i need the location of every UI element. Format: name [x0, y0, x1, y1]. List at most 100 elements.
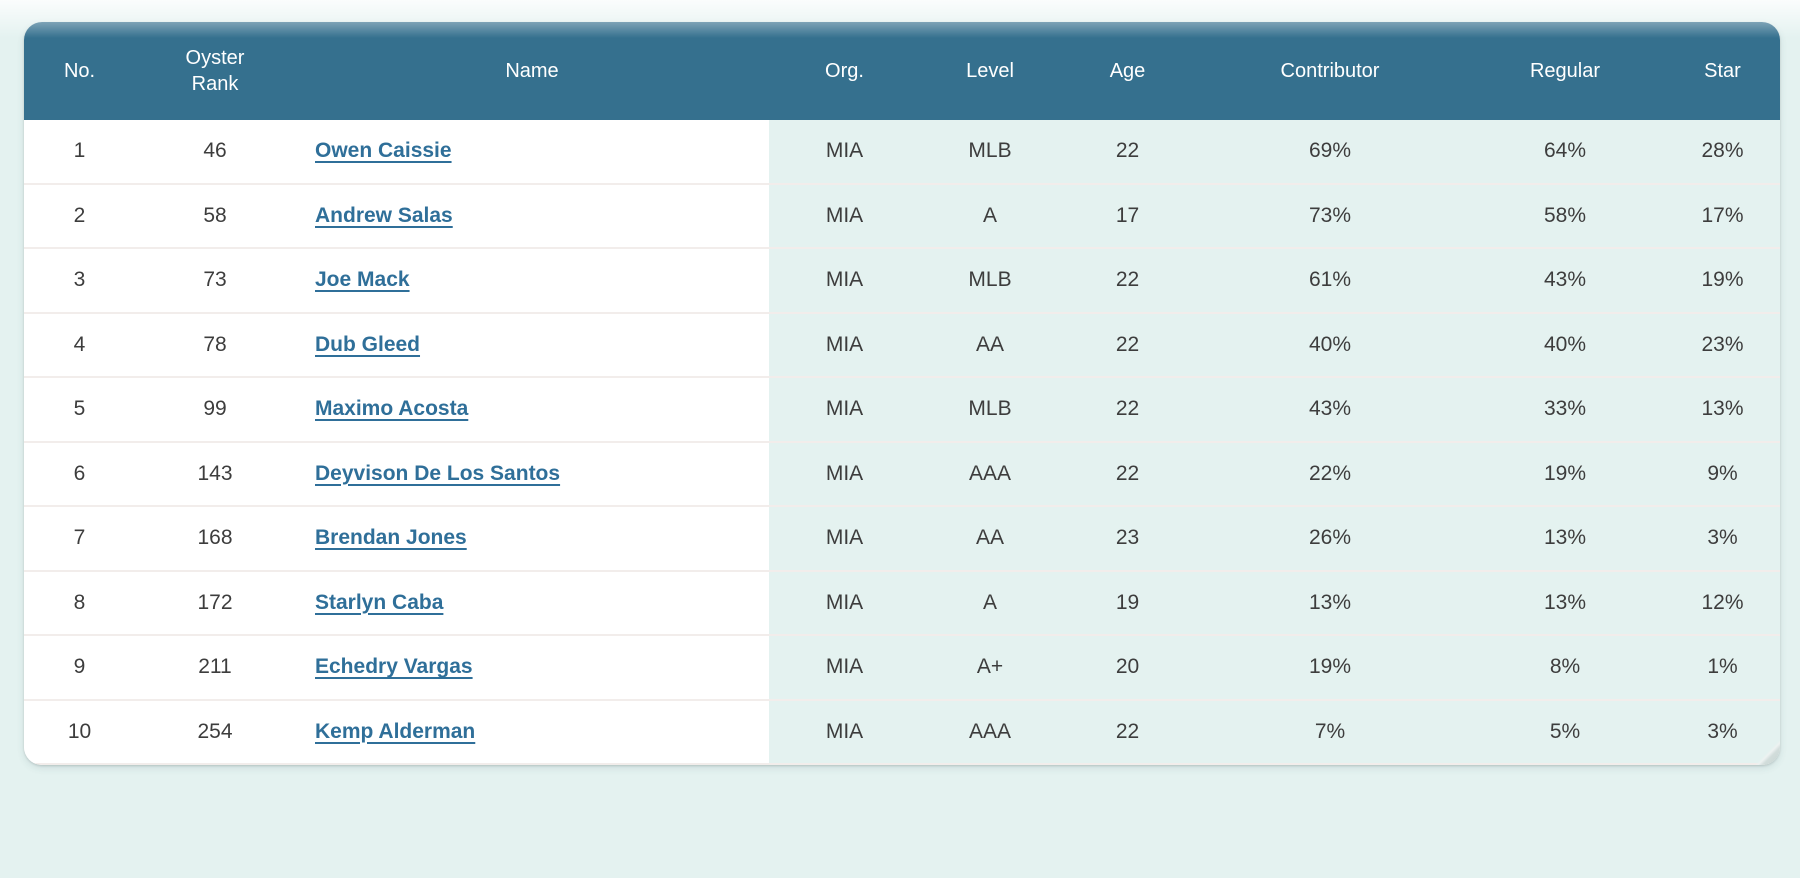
cell-age: 20 — [1060, 634, 1195, 700]
player-link[interactable]: Andrew Salas — [315, 203, 453, 227]
cell-name: Joe Mack — [295, 247, 769, 313]
cell-level: AAA — [920, 440, 1060, 506]
column-header-level: Level — [920, 22, 1060, 120]
column-header-star: Star — [1665, 22, 1780, 120]
resize-grip[interactable] — [1756, 741, 1780, 765]
cell-name: Starlyn Caba — [295, 569, 769, 635]
cell-rank: 172 — [135, 569, 295, 635]
cell-level: MLB — [920, 120, 1060, 184]
cell-name: Dub Gleed — [295, 311, 769, 377]
cell-contributor: 43% — [1195, 376, 1465, 442]
cell-star: 9% — [1665, 440, 1780, 506]
cell-org: MIA — [769, 376, 920, 442]
cell-age: 22 — [1060, 440, 1195, 506]
cell-no: 3 — [24, 247, 135, 313]
cell-name: Maximo Acosta — [295, 376, 769, 442]
player-link[interactable]: Kemp Alderman — [315, 719, 476, 743]
cell-regular: 8% — [1465, 634, 1665, 700]
cell-name: Kemp Alderman — [295, 698, 769, 765]
header-row: No. Oyster Rank Name Org. Level Age Contributo… — [24, 22, 1780, 120]
cell-org: MIA — [769, 311, 920, 377]
cell-regular: 40% — [1465, 311, 1665, 377]
cell-regular: 43% — [1465, 247, 1665, 313]
cell-level: AAA — [920, 698, 1060, 765]
cell-org: MIA — [769, 698, 920, 765]
cell-contributor: 22% — [1195, 440, 1465, 506]
table-row: 6 143 Deyvison De Los Santos MIA AAA 22 22% 19%… — [24, 440, 1780, 506]
cell-regular: 13% — [1465, 569, 1665, 635]
cell-star: 13% — [1665, 376, 1780, 442]
table-header: No. Oyster Rank Name Org. Level Age Contributo… — [24, 22, 1780, 120]
cell-org: MIA — [769, 440, 920, 506]
cell-contributor: 26% — [1195, 505, 1465, 571]
cell-contributor: 61% — [1195, 247, 1465, 313]
player-link[interactable]: Maximo Acosta — [315, 397, 469, 421]
cell-age: 22 — [1060, 247, 1195, 313]
table-row: 1 46 Owen Caissie MIA MLB 22 69% 64% 28% — [24, 120, 1780, 184]
player-link[interactable]: Owen Caissie — [315, 139, 452, 163]
cell-star: 19% — [1665, 247, 1780, 313]
cell-no: 2 — [24, 182, 135, 248]
cell-regular: 64% — [1465, 120, 1665, 184]
cell-star: 28% — [1665, 120, 1780, 184]
cell-rank: 58 — [135, 182, 295, 248]
cell-name: Owen Caissie — [295, 120, 769, 184]
cell-star: 1% — [1665, 634, 1780, 700]
cell-level: A+ — [920, 634, 1060, 700]
cell-no: 9 — [24, 634, 135, 700]
player-link[interactable]: Echedry Vargas — [315, 655, 473, 679]
player-link[interactable]: Joe Mack — [315, 268, 410, 292]
column-header-age: Age — [1060, 22, 1195, 120]
table-row: 4 78 Dub Gleed MIA AA 22 40% 40% 23% — [24, 311, 1780, 377]
player-link[interactable]: Dub Gleed — [315, 332, 421, 356]
cell-level: A — [920, 182, 1060, 248]
prospect-table-card: No. Oyster Rank Name Org. Level Age Contributo… — [24, 22, 1780, 765]
cell-regular: 19% — [1465, 440, 1665, 506]
cell-rank: 168 — [135, 505, 295, 571]
cell-org: MIA — [769, 505, 920, 571]
cell-regular: 5% — [1465, 698, 1665, 765]
table-row: 3 73 Joe Mack MIA MLB 22 61% 43% 19% — [24, 247, 1780, 313]
table-row: 8 172 Starlyn Caba MIA A 19 13% 13% 12% — [24, 569, 1780, 635]
cell-org: MIA — [769, 634, 920, 700]
column-header-regular: Regular — [1465, 22, 1665, 120]
cell-no: 10 — [24, 698, 135, 765]
cell-level: AA — [920, 505, 1060, 571]
player-link[interactable]: Deyvison De Los Santos — [315, 461, 561, 485]
cell-star: 23% — [1665, 311, 1780, 377]
cell-age: 22 — [1060, 311, 1195, 377]
column-header-no: No. — [24, 22, 135, 120]
cell-rank: 211 — [135, 634, 295, 700]
cell-age: 22 — [1060, 120, 1195, 184]
cell-rank: 78 — [135, 311, 295, 377]
cell-star: 3% — [1665, 505, 1780, 571]
cell-no: 6 — [24, 440, 135, 506]
cell-regular: 58% — [1465, 182, 1665, 248]
cell-rank: 46 — [135, 120, 295, 184]
table-row: 9 211 Echedry Vargas MIA A+ 20 19% 8% 1% — [24, 634, 1780, 700]
table-row: 7 168 Brendan Jones MIA AA 23 26% 13% 3% — [24, 505, 1780, 571]
cell-contributor: 13% — [1195, 569, 1465, 635]
prospects-table: No. Oyster Rank Name Org. Level Age Contributo… — [24, 22, 1780, 765]
table-row: 2 58 Andrew Salas MIA A 17 73% 58% 17% — [24, 182, 1780, 248]
player-link[interactable]: Brendan Jones — [315, 526, 467, 550]
cell-name: Brendan Jones — [295, 505, 769, 571]
cell-org: MIA — [769, 120, 920, 184]
player-link[interactable]: Starlyn Caba — [315, 590, 444, 614]
cell-org: MIA — [769, 182, 920, 248]
cell-age: 23 — [1060, 505, 1195, 571]
column-header-name: Name — [295, 22, 769, 120]
cell-contributor: 73% — [1195, 182, 1465, 248]
cell-regular: 33% — [1465, 376, 1665, 442]
cell-org: MIA — [769, 569, 920, 635]
column-header-org: Org. — [769, 22, 920, 120]
cell-level: AA — [920, 311, 1060, 377]
cell-no: 5 — [24, 376, 135, 442]
cell-rank: 73 — [135, 247, 295, 313]
cell-rank: 254 — [135, 698, 295, 765]
column-header-contributor: Contributor — [1195, 22, 1465, 120]
cell-no: 7 — [24, 505, 135, 571]
cell-no: 1 — [24, 120, 135, 184]
table-body: 1 46 Owen Caissie MIA MLB 22 69% 64% 28% 2 58 Andre… — [24, 120, 1780, 765]
